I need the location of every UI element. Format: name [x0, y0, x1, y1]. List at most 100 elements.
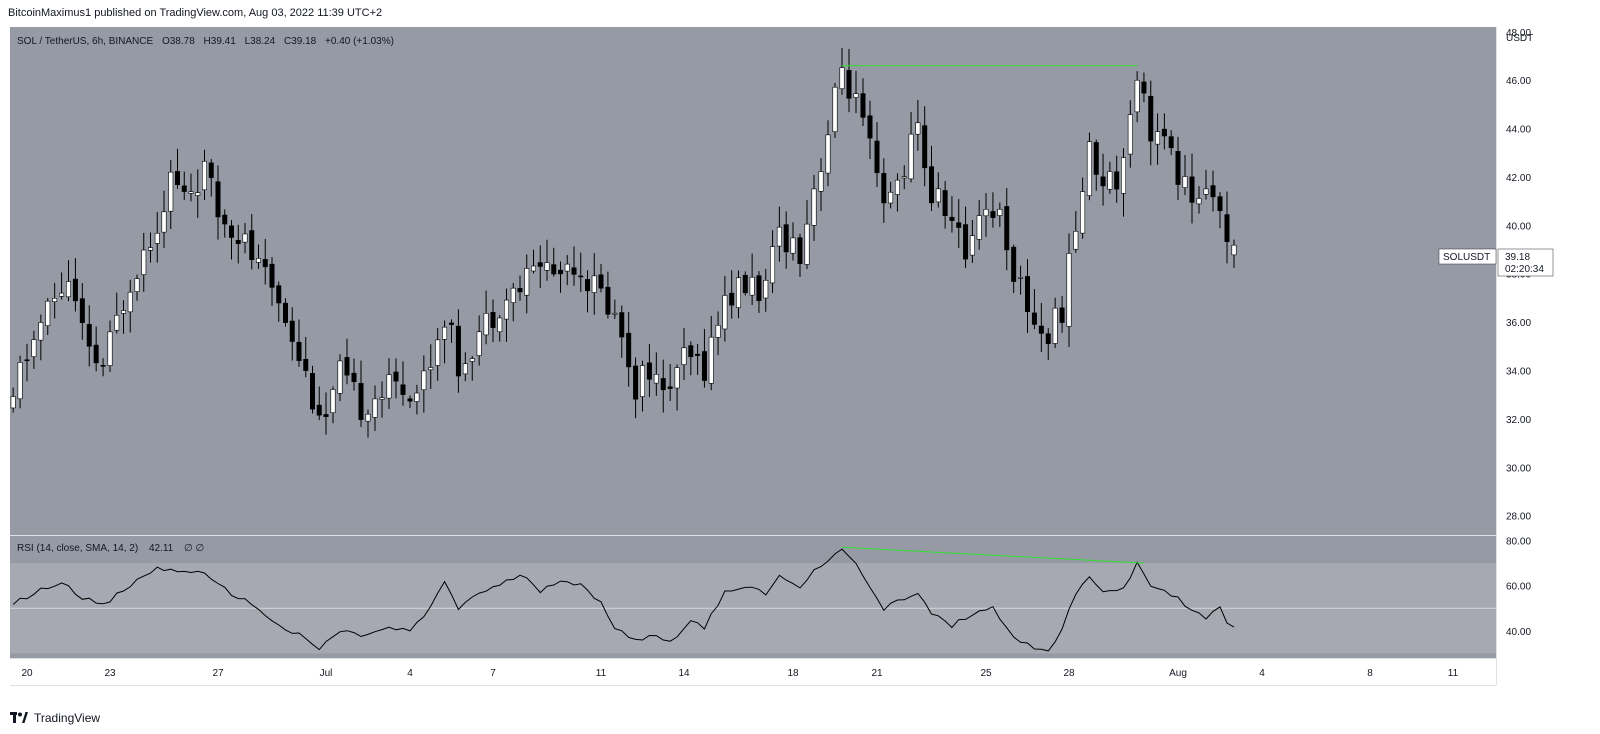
candle-body-up	[127, 291, 133, 313]
time-tick-label: 20	[21, 668, 33, 679]
candle-body-down	[1093, 142, 1099, 175]
candle-body-up	[1080, 191, 1086, 234]
candle	[708, 315, 714, 391]
time-axis[interactable]: 20 23 27 Jul 4 7 11 14 18 21 25 28 Aug 4 8 11	[10, 658, 1496, 686]
candle-body-up	[674, 367, 680, 389]
time-tick-label: 4	[407, 668, 413, 679]
candle	[175, 148, 181, 189]
candle	[1093, 139, 1099, 191]
candle-body-up	[1052, 307, 1058, 344]
candle	[421, 355, 427, 413]
candle	[38, 314, 44, 361]
candle-body-up	[839, 67, 845, 89]
candle-body-up	[681, 347, 687, 365]
candle-body-down	[24, 359, 30, 362]
candle	[503, 288, 509, 342]
rsi-trendline[interactable]	[841, 546, 1144, 564]
candle-body-up	[483, 313, 489, 336]
candle-body-up	[242, 233, 248, 243]
candle	[551, 247, 557, 277]
candle	[59, 272, 65, 300]
candle-body-down	[309, 373, 315, 410]
candle-body-up	[462, 363, 468, 375]
candle-body-down	[1175, 150, 1181, 185]
price-tick-label: 28.00	[1506, 512, 1531, 523]
candle	[31, 330, 37, 369]
candle	[255, 244, 261, 269]
candle-body-up	[365, 413, 371, 422]
candle	[195, 169, 201, 218]
time-tick-label: Aug	[1169, 668, 1187, 679]
candle-body-down	[633, 365, 639, 400]
candle-body-down	[455, 325, 461, 377]
price-tag: SOLUSDT 39.18 02:20:34	[1438, 248, 1554, 277]
price-axis[interactable]: USDT 28.0030.0032.0034.0036.0038.0040.00…	[1496, 27, 1534, 685]
candle-body-up	[255, 258, 261, 263]
legend-symbol: SOL / TetherUS, 6h, BINANCE	[17, 36, 153, 47]
candle-body-down	[400, 384, 406, 395]
candle	[804, 200, 810, 269]
candle-body-down	[584, 279, 590, 292]
candle	[351, 358, 357, 391]
candle	[1100, 153, 1106, 206]
candle	[915, 99, 921, 151]
price-tick-label: 36.00	[1506, 318, 1531, 329]
candle	[303, 336, 309, 378]
candle-body-down	[537, 262, 543, 267]
candles	[10, 48, 1237, 438]
candle	[976, 199, 982, 250]
candle	[1045, 328, 1051, 361]
candle	[983, 193, 989, 237]
candle	[888, 181, 894, 209]
legend-line: SOL / TetherUS, 6h, BINANCE O38.78 H39.4…	[17, 36, 394, 47]
candle-body-down	[660, 378, 666, 391]
candle-body-up	[1203, 188, 1209, 195]
legend-open: 38.78	[170, 36, 195, 47]
candle	[564, 255, 570, 286]
price-axis-unit: USDT	[1506, 33, 1533, 44]
candle-body-down	[578, 275, 584, 278]
candle-body-up	[639, 365, 645, 397]
candle-body-down	[626, 332, 632, 368]
candle-body-down	[874, 140, 880, 174]
candle-body-up	[735, 277, 741, 308]
candle-body-down	[598, 274, 604, 289]
time-tick-label: Jul	[320, 668, 333, 679]
candle-body-down	[1168, 136, 1174, 149]
candle-body-up	[908, 133, 914, 180]
candle-body-up	[853, 93, 859, 98]
candle-body-up	[804, 223, 810, 265]
candle	[323, 392, 329, 435]
candle-body-up	[811, 188, 817, 226]
price-tag-label-box	[1438, 248, 1497, 265]
time-tick-label: 11	[1448, 668, 1459, 679]
candle	[783, 211, 789, 269]
candle	[894, 173, 900, 212]
candle-body-up	[435, 339, 441, 366]
candle	[660, 359, 666, 413]
candle-body-up	[38, 322, 44, 341]
candle	[282, 298, 288, 327]
candle-body-down	[358, 383, 364, 420]
candle-body-up	[1073, 231, 1079, 250]
candle	[667, 363, 673, 402]
candle	[646, 344, 652, 398]
legend-change: +0.40 (+1.03%)	[325, 36, 394, 47]
legend-close: 39.18	[291, 36, 316, 47]
candle-body-up	[770, 246, 776, 284]
rsi-series	[12, 548, 1235, 652]
candle-body-up	[45, 300, 51, 327]
candle-body-up	[476, 331, 482, 356]
candle	[442, 320, 448, 364]
candle-body-up	[386, 374, 392, 399]
candle	[626, 311, 632, 387]
published-by-line: BitcoinMaximus1 published on TradingView…	[8, 7, 383, 19]
candle-body-down	[282, 302, 288, 323]
candle-body-down	[1100, 176, 1106, 187]
rsi-legend: RSI (14, close, SMA, 14, 2) 42.11 ∅ ∅	[17, 543, 204, 554]
candle	[901, 165, 907, 190]
candle	[612, 299, 618, 319]
footer-brand[interactable]: TradingView	[10, 709, 100, 727]
candle	[337, 354, 343, 402]
